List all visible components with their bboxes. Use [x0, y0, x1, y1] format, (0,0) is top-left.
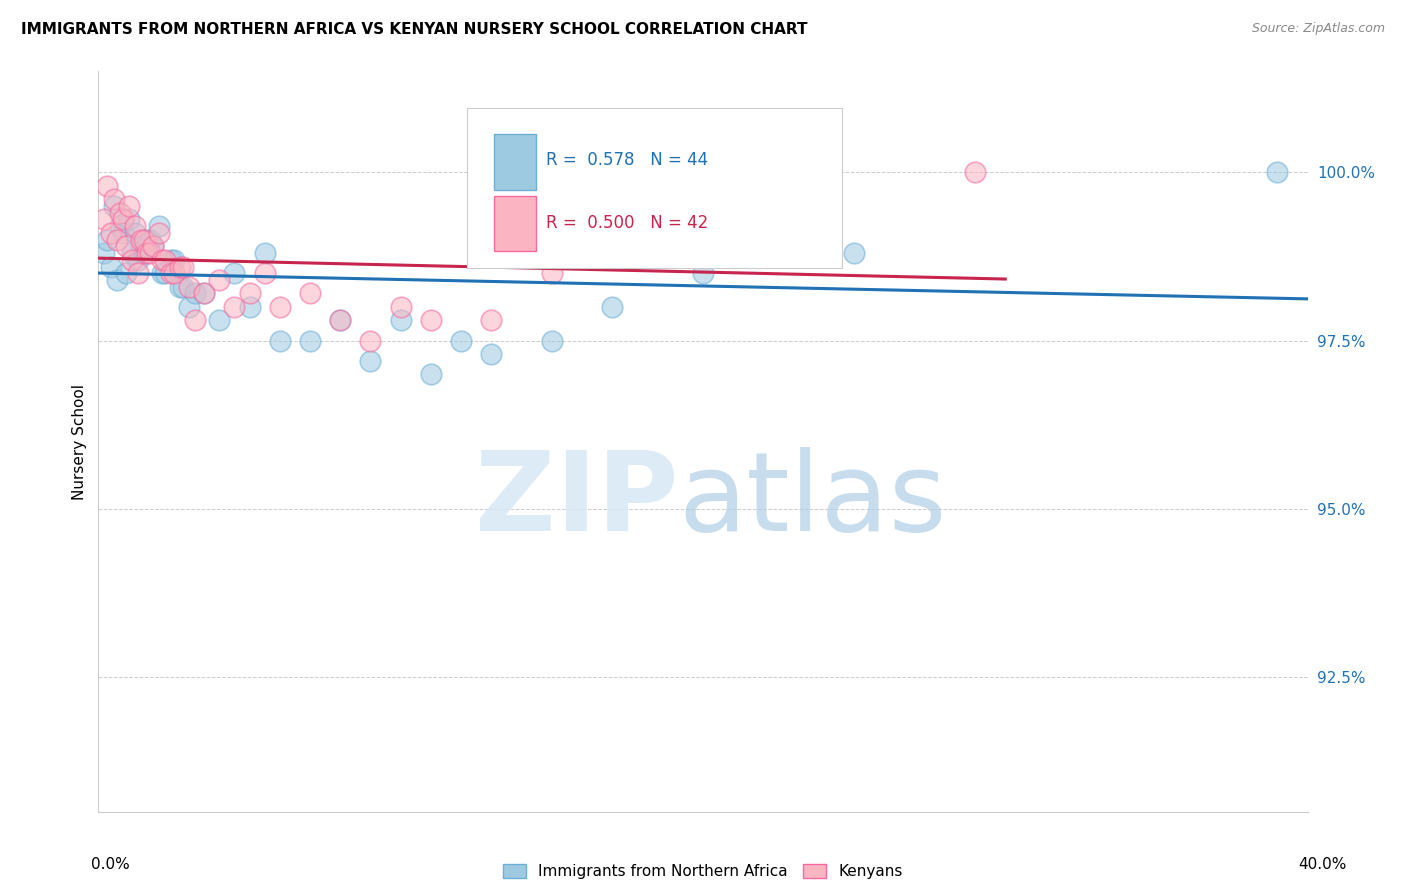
- Point: [844, 246, 866, 260]
- Point: [1267, 165, 1289, 179]
- Point: [114, 239, 136, 253]
- Y-axis label: Nursery School: Nursery School: [72, 384, 87, 500]
- Text: ZIP: ZIP: [475, 447, 679, 554]
- Point: [420, 313, 443, 327]
- Point: [163, 266, 186, 280]
- Point: [253, 246, 276, 260]
- Point: [111, 212, 134, 227]
- Point: [299, 334, 322, 348]
- Legend: Immigrants from Northern Africa, Kenyans: Immigrants from Northern Africa, Kenyans: [498, 858, 908, 886]
- Point: [269, 300, 291, 314]
- Point: [124, 226, 146, 240]
- Point: [153, 252, 176, 267]
- Text: R =  0.578   N = 44: R = 0.578 N = 44: [546, 152, 709, 169]
- Point: [160, 252, 183, 267]
- Point: [329, 313, 352, 327]
- Point: [100, 260, 122, 274]
- Point: [193, 286, 215, 301]
- Point: [224, 300, 246, 314]
- Point: [139, 233, 162, 247]
- Text: IMMIGRANTS FROM NORTHERN AFRICA VS KENYAN NURSERY SCHOOL CORRELATION CHART: IMMIGRANTS FROM NORTHERN AFRICA VS KENYA…: [21, 22, 807, 37]
- Point: [540, 334, 562, 348]
- Point: [105, 233, 128, 247]
- Text: 0.0%: 0.0%: [91, 857, 131, 872]
- Point: [602, 246, 624, 260]
- Point: [148, 219, 170, 234]
- Point: [179, 300, 201, 314]
- Point: [299, 286, 322, 301]
- Point: [389, 313, 412, 327]
- Point: [269, 334, 291, 348]
- Text: atlas: atlas: [679, 447, 948, 554]
- Point: [124, 219, 146, 234]
- Point: [389, 300, 412, 314]
- Point: [965, 165, 987, 179]
- Point: [96, 178, 118, 193]
- Point: [602, 300, 624, 314]
- Point: [184, 286, 207, 301]
- Point: [184, 313, 207, 327]
- Point: [103, 192, 125, 206]
- Point: [132, 246, 155, 260]
- Point: [150, 266, 173, 280]
- Point: [108, 219, 131, 234]
- Text: 40.0%: 40.0%: [1299, 857, 1347, 872]
- Point: [360, 334, 382, 348]
- Point: [224, 266, 246, 280]
- Point: [239, 286, 262, 301]
- Point: [481, 313, 503, 327]
- Point: [135, 246, 157, 260]
- Point: [692, 266, 714, 280]
- Point: [193, 286, 215, 301]
- Point: [172, 279, 194, 293]
- Point: [163, 252, 186, 267]
- Point: [239, 300, 262, 314]
- Point: [208, 273, 231, 287]
- Point: [96, 233, 118, 247]
- FancyBboxPatch shape: [494, 195, 536, 252]
- Point: [481, 347, 503, 361]
- Point: [208, 313, 231, 327]
- Text: R =  0.500   N = 42: R = 0.500 N = 42: [546, 214, 709, 232]
- Point: [93, 212, 115, 227]
- Point: [103, 199, 125, 213]
- Point: [118, 212, 141, 227]
- Point: [153, 266, 176, 280]
- Point: [540, 266, 562, 280]
- Point: [121, 252, 143, 267]
- Point: [114, 266, 136, 280]
- Point: [127, 266, 149, 280]
- Point: [160, 266, 183, 280]
- Point: [169, 260, 191, 274]
- Point: [142, 239, 165, 253]
- Point: [329, 313, 352, 327]
- Point: [135, 233, 157, 247]
- Point: [450, 334, 472, 348]
- Point: [105, 273, 128, 287]
- Point: [148, 226, 170, 240]
- Point: [179, 279, 201, 293]
- Point: [420, 368, 443, 382]
- FancyBboxPatch shape: [467, 109, 842, 268]
- Point: [111, 226, 134, 240]
- Text: Source: ZipAtlas.com: Source: ZipAtlas.com: [1251, 22, 1385, 36]
- Point: [132, 233, 155, 247]
- Point: [93, 246, 115, 260]
- Point: [127, 252, 149, 267]
- Point: [150, 252, 173, 267]
- Point: [139, 246, 162, 260]
- Point: [100, 226, 122, 240]
- Point: [142, 239, 165, 253]
- Point: [253, 266, 276, 280]
- Point: [108, 205, 131, 219]
- Point: [360, 353, 382, 368]
- Point: [172, 260, 194, 274]
- FancyBboxPatch shape: [494, 135, 536, 190]
- Point: [118, 199, 141, 213]
- Point: [129, 239, 152, 253]
- Point: [121, 246, 143, 260]
- Point: [169, 279, 191, 293]
- Point: [692, 233, 714, 247]
- Point: [129, 233, 152, 247]
